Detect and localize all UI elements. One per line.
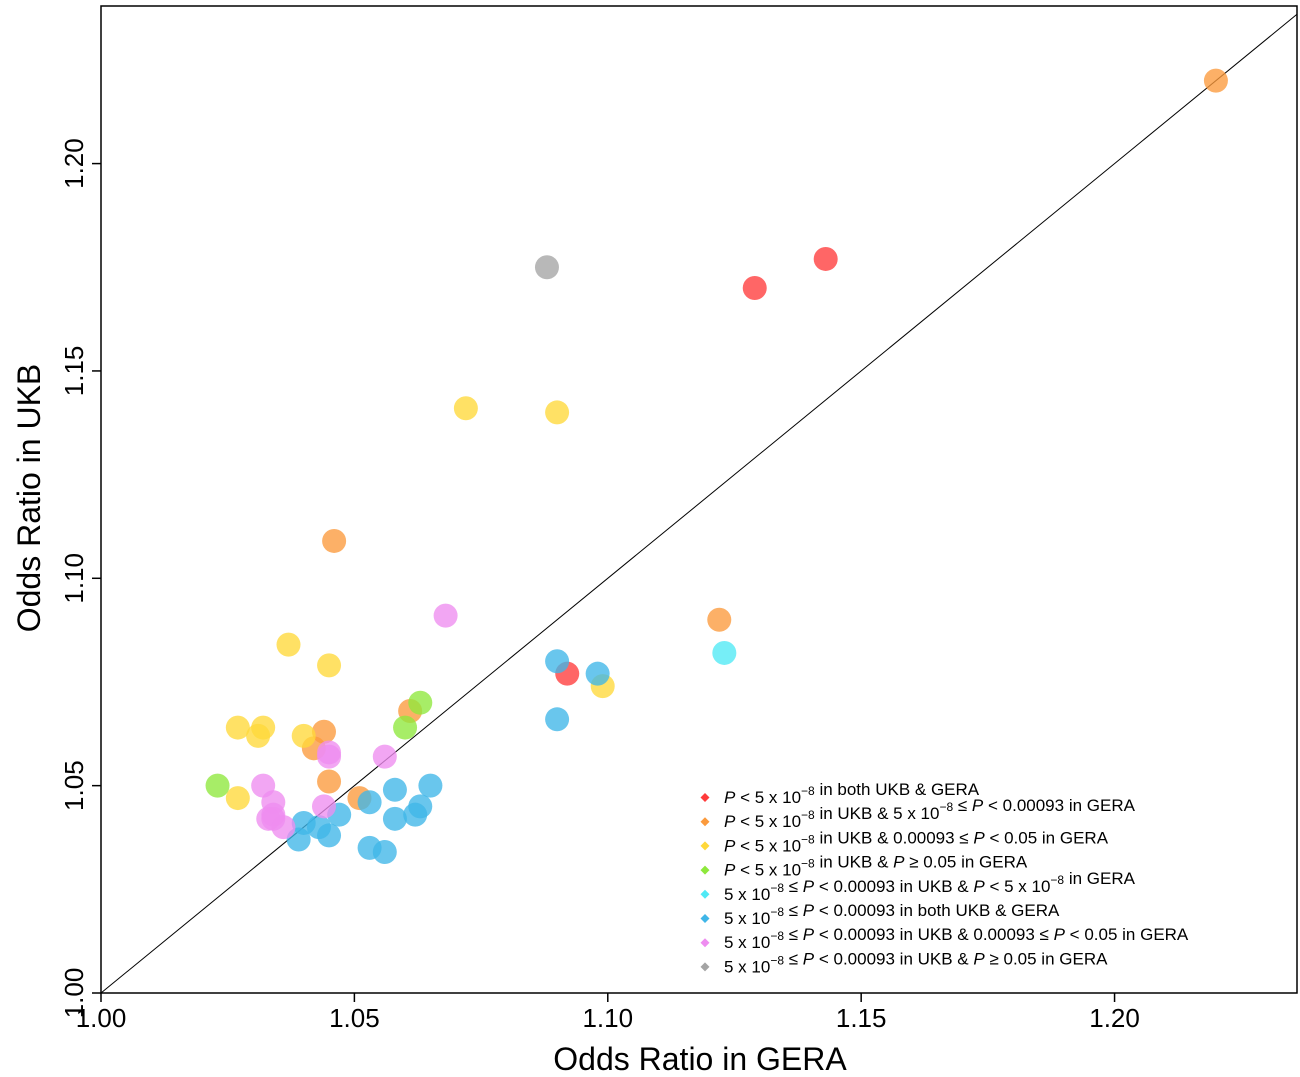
- data-point-cyan: [712, 640, 737, 665]
- legend-item-violet: 5 x 10−8 ≤ P < 0.00093 in UKB & 0.00093 …: [700, 925, 1189, 952]
- data-point-blue: [403, 802, 428, 827]
- data-point-orange: [322, 528, 347, 553]
- data-point-violet: [311, 794, 336, 819]
- legend-marker-yellow: [700, 841, 710, 851]
- data-point-blue: [372, 840, 397, 864]
- x-tick-label: 1.20: [1089, 1003, 1140, 1033]
- legend-label-green: P < 5 x 10−8 in UKB & P ≥ 0.05 in GERA: [724, 853, 1028, 880]
- legend-item-orange: P < 5 x 10−8 in UKB & 5 x 10−8 ≤ P < 0.0…: [700, 796, 1136, 831]
- data-point-green: [408, 690, 433, 715]
- legend-label-orange: P < 5 x 10−8 in UKB & 5 x 10−8 ≤ P < 0.0…: [724, 796, 1136, 831]
- legend-marker-green: [700, 865, 710, 875]
- data-point-green: [393, 715, 418, 740]
- legend-item-grey: 5 x 10−8 ≤ P < 0.00093 in UKB & P ≥ 0.05…: [700, 949, 1108, 976]
- y-tick-label: 1.20: [59, 138, 89, 189]
- reference-line-y-equals-x: [100, 13, 1298, 994]
- x-axis-ticks: 1.00 1.05 1.10 1.15 1.20: [76, 993, 1140, 1033]
- legend-label-blue: 5 x 10−8 ≤ P < 0.00093 in both UKB & GER…: [724, 901, 1060, 928]
- data-point-blue: [317, 823, 342, 848]
- data-point-yellow: [291, 723, 316, 748]
- data-point-violet: [317, 744, 342, 769]
- legend-marker-violet: [700, 938, 710, 948]
- data-point-blue: [545, 707, 570, 732]
- data-point-orange: [1203, 68, 1228, 93]
- legend-marker-grey: [700, 962, 710, 972]
- legend-item-yellow: P < 5 x 10−8 in UKB & 0.00093 ≤ P < 0.05…: [700, 828, 1109, 855]
- legend-marker-cyan: [700, 889, 710, 899]
- legend-item-green: P < 5 x 10−8 in UKB & P ≥ 0.05 in GERA: [700, 853, 1028, 880]
- legend-item-blue: 5 x 10−8 ≤ P < 0.00093 in both UKB & GER…: [700, 901, 1060, 928]
- data-point-yellow: [225, 715, 250, 740]
- y-axis-title: Odds Ratio in UKB: [11, 364, 47, 633]
- plot-frame: [100, 5, 1298, 994]
- x-axis-title: Odds Ratio in GERA: [553, 1041, 847, 1077]
- data-point-yellow: [276, 632, 301, 657]
- data-point-violet: [433, 603, 458, 628]
- data-point-grey: [534, 255, 559, 280]
- legend-marker-red: [700, 793, 710, 802]
- data-point-blue: [418, 773, 443, 798]
- x-tick-label: 1.10: [582, 1003, 633, 1033]
- y-tick-label: 1.15: [59, 346, 89, 397]
- legend-label-grey: 5 x 10−8 ≤ P < 0.00093 in UKB & P ≥ 0.05…: [724, 949, 1108, 976]
- data-point-blue: [585, 661, 610, 686]
- data-point-blue: [545, 649, 570, 674]
- data-point-blue: [382, 806, 407, 831]
- legend-marker-orange: [700, 817, 710, 827]
- data-point-orange: [707, 607, 732, 632]
- legend-marker-blue: [700, 914, 710, 923]
- data-point-violet: [271, 815, 296, 840]
- legend-label-red: P < 5 x 10−8 in both UKB & GERA: [724, 780, 980, 807]
- legend-item-cyan: 5 x 10−8 ≤ P < 0.00093 in UKB & P < 5 x …: [700, 869, 1136, 904]
- data-point-red: [813, 246, 838, 271]
- data-point-blue: [357, 790, 382, 815]
- data-point-yellow: [317, 653, 342, 678]
- data-point-yellow: [545, 400, 570, 425]
- legend-item-red: P < 5 x 10−8 in both UKB & GERA: [700, 780, 980, 807]
- y-tick-label: 1.00: [59, 968, 89, 1019]
- data-points-layer: [205, 68, 1228, 864]
- data-point-yellow: [246, 723, 271, 748]
- data-point-orange: [317, 769, 342, 794]
- data-point-violet: [372, 744, 397, 769]
- x-tick-label: 1.00: [76, 1003, 127, 1033]
- y-tick-label: 1.10: [59, 553, 89, 604]
- x-tick-label: 1.05: [329, 1003, 380, 1033]
- data-point-blue: [382, 777, 407, 802]
- y-tick-label: 1.05: [59, 760, 89, 811]
- data-point-yellow: [453, 396, 478, 421]
- y-axis-ticks: 1.00 1.05 1.10 1.15 1.20: [59, 138, 101, 1018]
- legend-label-cyan: 5 x 10−8 ≤ P < 0.00093 in UKB & P < 5 x …: [724, 869, 1136, 904]
- data-point-yellow: [225, 786, 250, 811]
- legend-label-violet: 5 x 10−8 ≤ P < 0.00093 in UKB & 0.00093 …: [724, 925, 1189, 952]
- legend-label-yellow: P < 5 x 10−8 in UKB & 0.00093 ≤ P < 0.05…: [724, 828, 1109, 855]
- data-point-red: [742, 276, 767, 300]
- reference-line-layer: [100, 13, 1298, 994]
- data-point-green: [205, 773, 230, 798]
- x-tick-label: 1.15: [836, 1003, 887, 1033]
